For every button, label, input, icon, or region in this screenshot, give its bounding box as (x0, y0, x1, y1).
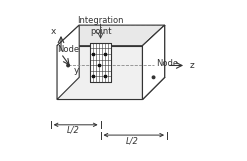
Text: z: z (189, 61, 194, 70)
Bar (92, 76, 94, 77)
Polygon shape (143, 25, 165, 99)
Polygon shape (143, 25, 165, 99)
Polygon shape (57, 46, 143, 99)
Bar (92, 53, 94, 55)
Bar (104, 53, 106, 55)
Circle shape (67, 64, 69, 67)
Text: L/2: L/2 (66, 126, 79, 135)
Polygon shape (57, 25, 165, 46)
Text: Integration
point: Integration point (77, 16, 124, 36)
Text: y: y (73, 66, 79, 75)
Bar (98, 64, 100, 66)
Text: x: x (51, 27, 57, 36)
Polygon shape (57, 77, 165, 99)
Text: L/2: L/2 (126, 136, 139, 145)
Polygon shape (57, 25, 79, 99)
Text: Node: Node (156, 59, 178, 68)
Circle shape (152, 76, 155, 79)
Bar (90, 43, 111, 82)
Text: Node: Node (57, 45, 79, 54)
Bar (104, 76, 106, 77)
